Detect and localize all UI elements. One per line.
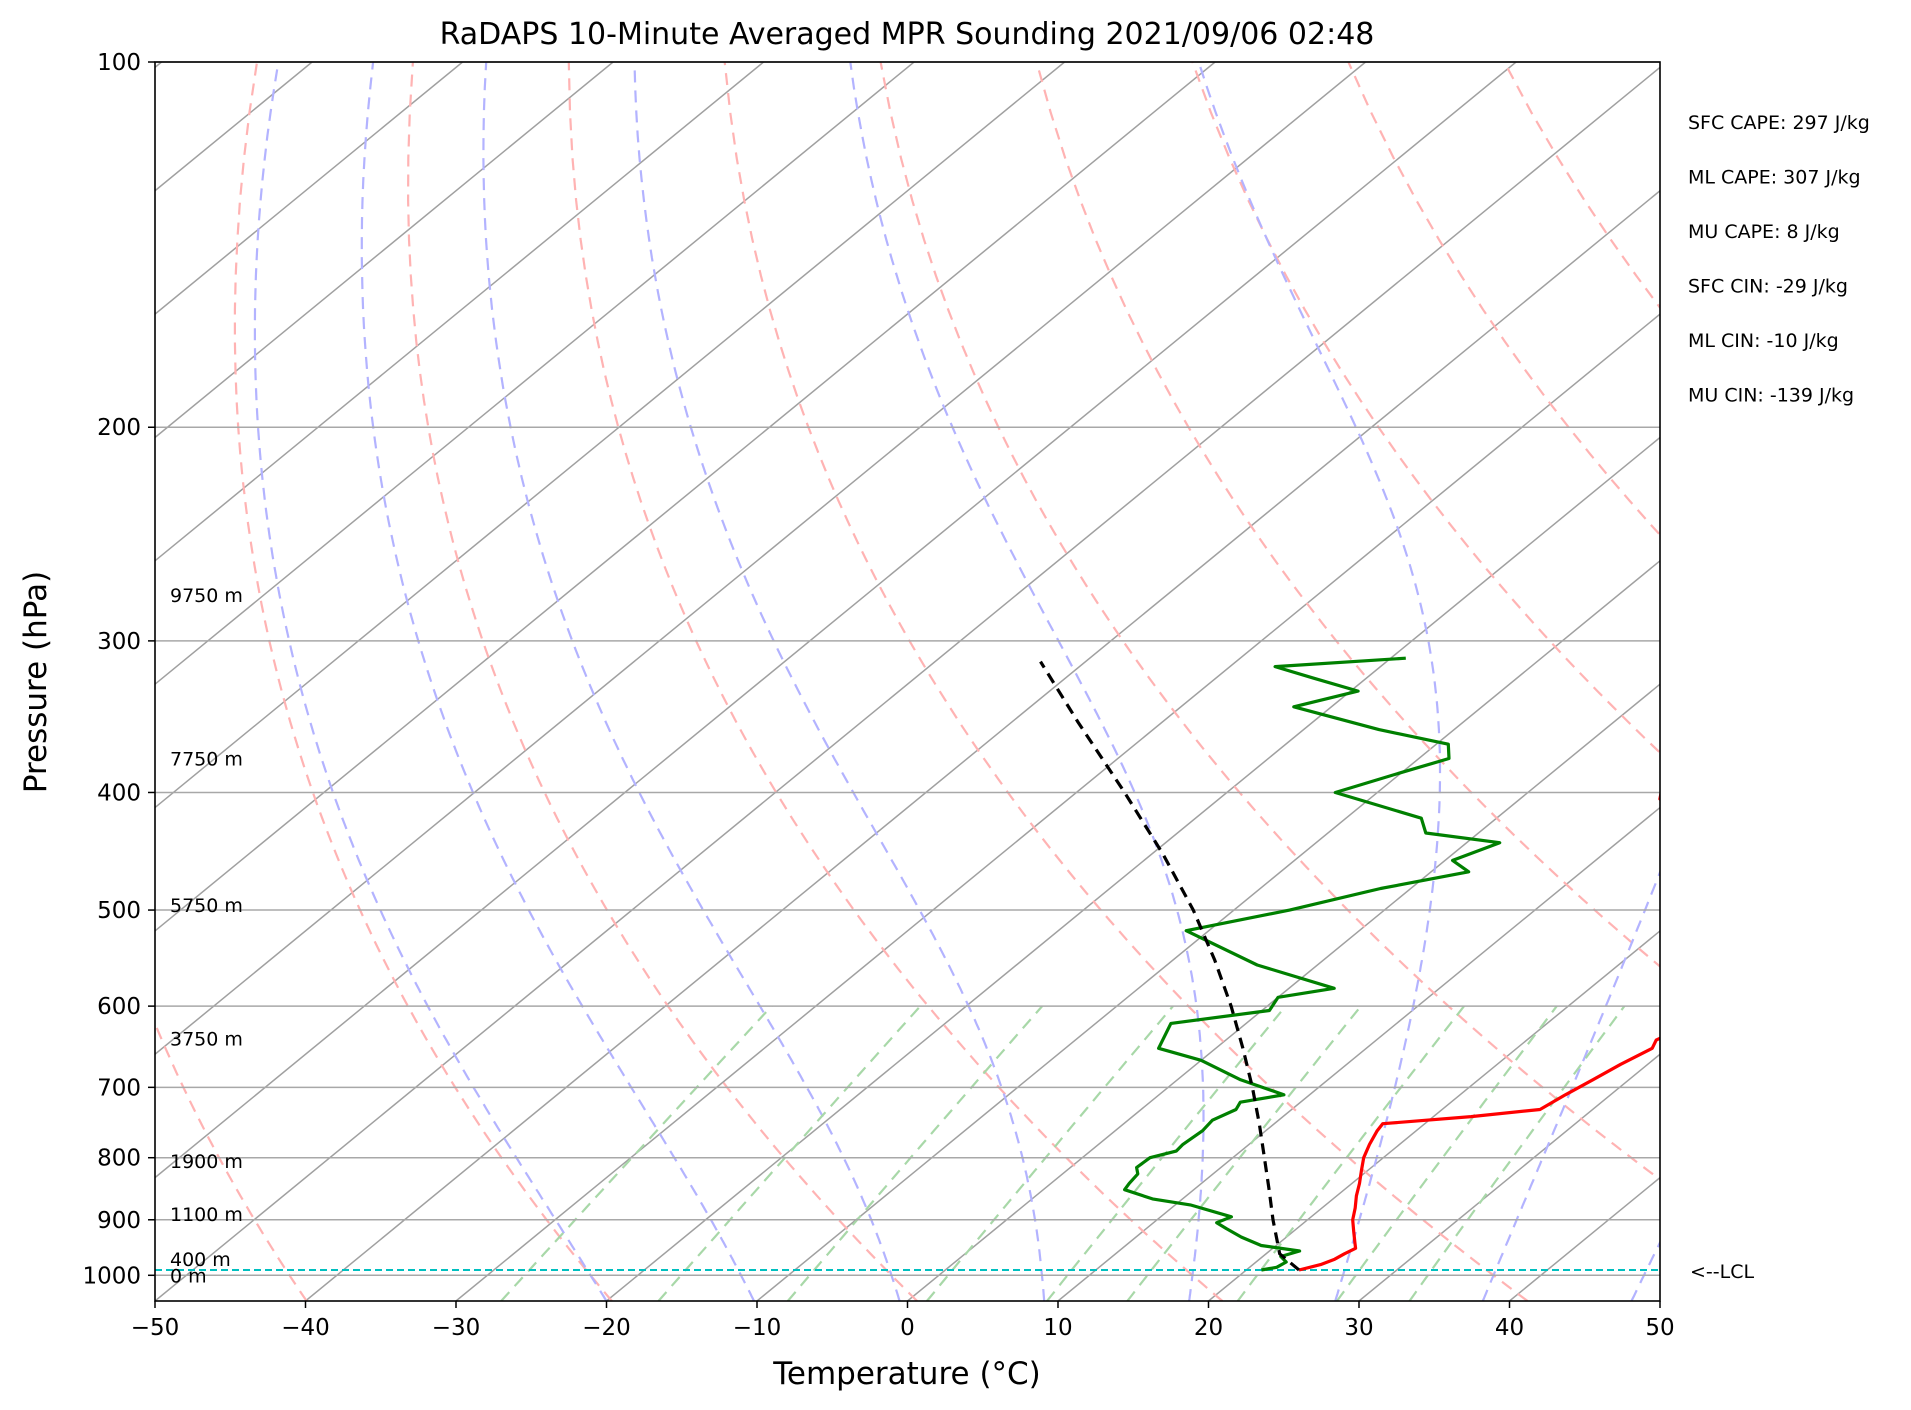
dry-adiabat-line (881, 62, 1833, 1301)
y-tick-label: 600 (97, 994, 141, 1020)
dry-adiabat-line (569, 62, 1223, 1301)
y-tick-label: 500 (97, 898, 141, 924)
mixing-ratio-line (927, 1006, 1173, 1301)
y-tick-label: 300 (97, 629, 141, 655)
x-tick-label: 50 (1645, 1315, 1674, 1341)
isotherm-line (1359, 62, 1911, 1301)
isotherm-line (0, 62, 613, 1301)
isotherm-line (456, 62, 1911, 1301)
isotherm-line (0, 62, 11, 1301)
temperature-line (1299, 658, 1835, 1270)
dry-adiabat-line (47, 62, 307, 1301)
y-tick-label: 1000 (82, 1263, 141, 1289)
dry-adiabat-line (1504, 62, 1911, 1301)
y-tick-label: 900 (97, 1208, 141, 1234)
x-tick-label: 30 (1344, 1315, 1373, 1341)
dry-adiabat-line (1816, 62, 1911, 1301)
cape-cin-annotation: SFC CIN: -29 J/kg (1688, 276, 1848, 298)
dry-adiabat-line (408, 62, 917, 1301)
height-label: 1100 m (170, 1204, 243, 1226)
y-tick-label: 100 (97, 50, 141, 76)
height-label: 9750 m (170, 585, 243, 607)
dry-adiabat-line (1193, 62, 1911, 1301)
cape-cin-annotation: MU CAPE: 8 J/kg (1688, 221, 1840, 243)
isotherm-line (5, 62, 1517, 1301)
y-tick-label: 800 (97, 1146, 141, 1172)
mixing-ratio-line (1410, 1006, 1625, 1301)
y-tick-label: 200 (97, 415, 141, 441)
isotherm-line (908, 62, 1911, 1301)
chart-title: RaDAPS 10-Minute Averaged MPR Sounding 2… (440, 17, 1375, 52)
isotherm-line (757, 62, 1911, 1301)
lcl-label: <--LCL (1690, 1261, 1754, 1283)
height-label: 7750 m (170, 748, 243, 770)
x-tick-label: 20 (1194, 1315, 1223, 1341)
height-label: 1900 m (170, 1151, 243, 1173)
background-lines (0, 62, 1911, 1301)
cape-cin-annotation: ML CAPE: 307 J/kg (1688, 167, 1861, 189)
x-tick-label: 10 (1043, 1315, 1072, 1341)
isotherm-line (1510, 62, 1911, 1301)
x-tick-label: −10 (733, 1315, 782, 1341)
mixing-ratio-line (1337, 1006, 1557, 1301)
height-label: 3750 m (170, 1028, 243, 1050)
moist-adiabat-line (1781, 62, 1911, 1301)
cape-cin-annotation: MU CIN: -139 J/kg (1688, 385, 1854, 407)
isotherm-line (1660, 62, 1911, 1301)
y-tick-label: 400 (97, 780, 141, 806)
mixing-ratio-line (1238, 1006, 1464, 1301)
isotherm-line (155, 62, 1667, 1301)
x-axis-label: Temperature (°C) (772, 1356, 1041, 1392)
moist-adiabat-line (1632, 62, 1911, 1301)
axes: 1002003004005006007008009001000−50−40−30… (82, 50, 1674, 1341)
moist-adiabat-line (1483, 62, 1821, 1301)
x-tick-label: −40 (281, 1315, 330, 1341)
x-tick-label: −20 (582, 1315, 631, 1341)
dry-adiabat-line (1348, 62, 1911, 1301)
moist-adiabat-line (362, 62, 754, 1301)
dewpoint-line (1125, 658, 1500, 1270)
isotherm-line (306, 62, 1818, 1301)
height-label: 5750 m (170, 895, 243, 917)
cape-cin-annotations: <--LCL SFC CAPE: 297 J/kg ML CAPE: 307 J/k… (1688, 112, 1870, 1283)
mixing-ratio-line (788, 1006, 1042, 1301)
dry-adiabat-line (1660, 62, 1911, 1301)
dry-adiabat-line (725, 62, 1528, 1301)
cape-cin-annotation: SFC CAPE: 297 J/kg (1688, 112, 1870, 134)
isotherm-line (0, 62, 914, 1301)
x-tick-label: −50 (131, 1315, 180, 1341)
dry-adiabat-line (235, 62, 612, 1301)
y-tick-label: 700 (97, 1075, 141, 1101)
x-tick-label: 0 (900, 1315, 915, 1341)
x-tick-label: 40 (1495, 1315, 1524, 1341)
x-tick-label: −30 (432, 1315, 481, 1341)
mixing-ratio-line (659, 1006, 921, 1301)
height-label: 400 m (170, 1249, 231, 1271)
y-axis-label: Pressure (hPa) (18, 571, 54, 793)
cape-cin-annotation: ML CIN: -10 J/kg (1688, 330, 1839, 352)
isotherm-line (0, 62, 1215, 1301)
isobar-grid (155, 62, 1660, 1275)
